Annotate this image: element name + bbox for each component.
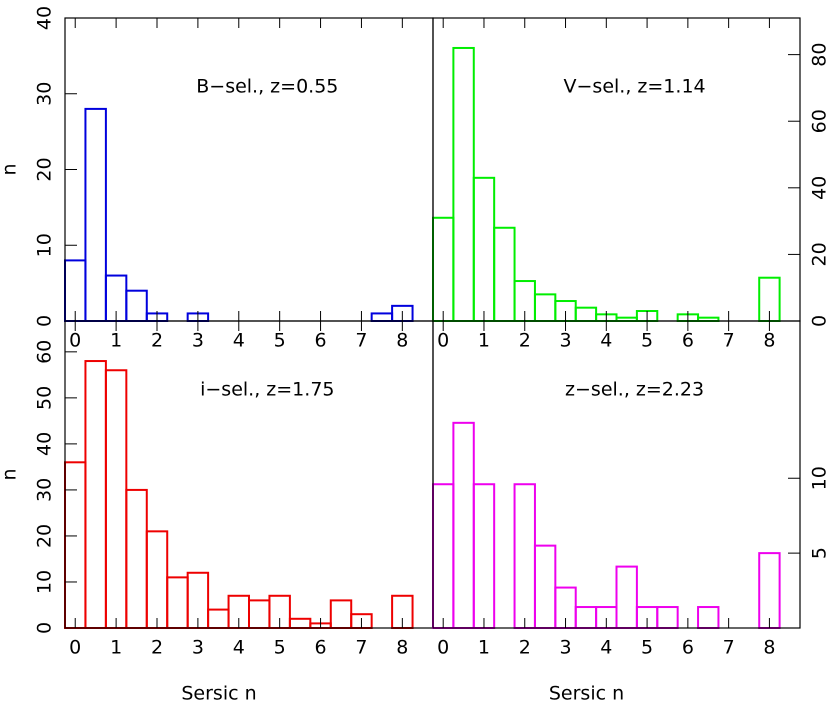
bar (574, 306, 598, 322)
x-tick-label: 1 (110, 330, 122, 352)
y-tick-label: 0 (34, 622, 56, 634)
x-tick-label: 5 (274, 330, 286, 352)
x-tick-label: 1 (478, 330, 490, 352)
bar (533, 293, 557, 323)
x-tick-label: 2 (519, 637, 531, 659)
x-tick-label: 6 (315, 637, 327, 659)
x-tick-label: 3 (559, 637, 571, 659)
x-tick-label: 0 (69, 330, 81, 352)
bar (104, 369, 128, 629)
x-tick-label: 2 (151, 330, 163, 352)
bar (166, 576, 189, 629)
y-tick-label: 50 (34, 386, 56, 410)
x-tick-label: 8 (763, 330, 775, 352)
x-axis-label: Sersic n (549, 683, 624, 705)
x-tick-label: 2 (151, 637, 163, 659)
y-tick-label: 40 (34, 432, 56, 456)
bar (758, 552, 781, 629)
x-tick-label: 5 (274, 637, 286, 659)
bar (452, 46, 475, 322)
x-tick-label: 7 (723, 637, 735, 659)
y-tick-label: 40 (34, 6, 56, 30)
bar (472, 176, 496, 322)
panel-frame (64, 320, 434, 629)
x-tick-label: 3 (559, 330, 571, 352)
x-tick-label: 3 (192, 330, 204, 352)
y-tick-label: 30 (34, 478, 56, 502)
bar (432, 216, 455, 322)
x-tick-label: 4 (233, 330, 245, 352)
y-tick-label: 60 (34, 340, 56, 364)
bar (329, 599, 353, 629)
annotation: V−sel., z=1.14 (564, 76, 706, 98)
y-axis-label: n (0, 468, 21, 480)
panel-frame (432, 17, 801, 322)
y-tick-label: 60 (809, 109, 830, 133)
bar (533, 544, 557, 630)
x-tick-label: 0 (437, 637, 449, 659)
bar (64, 461, 87, 630)
x-tick-label: 2 (519, 330, 531, 352)
y-tick-label: 10 (34, 233, 56, 257)
bar (125, 488, 148, 629)
x-tick-label: 5 (641, 330, 653, 352)
bar (574, 606, 598, 629)
bar (615, 565, 638, 629)
bar (513, 483, 536, 630)
bar (288, 617, 312, 630)
bar (370, 312, 394, 322)
y-tick-label: 80 (809, 43, 830, 67)
annotation: B−sel., z=0.55 (196, 76, 338, 98)
y-tick-label: 40 (809, 176, 830, 200)
x-tick-label: 6 (682, 330, 694, 352)
bar (432, 483, 455, 630)
bar (472, 483, 496, 630)
x-tick-label: 7 (355, 330, 367, 352)
bar (207, 608, 230, 630)
annotation: i−sel., z=1.75 (200, 379, 334, 401)
y-tick-label: 10 (809, 466, 830, 490)
x-tick-label: 8 (396, 637, 408, 659)
x-tick-label: 3 (192, 637, 204, 659)
x-tick-label: 7 (723, 330, 735, 352)
x-tick-label: 6 (682, 637, 694, 659)
bar (697, 606, 720, 629)
x-tick-label: 6 (315, 330, 327, 352)
bar (452, 421, 475, 629)
x-tick-label: 1 (478, 637, 490, 659)
x-tick-label: 1 (110, 637, 122, 659)
bar (248, 599, 271, 629)
bar (145, 530, 169, 629)
bar (493, 226, 516, 322)
panel-frame (432, 320, 801, 629)
x-tick-label: 7 (355, 637, 367, 659)
y-tick-label: 0 (34, 315, 56, 327)
y-tick-label: 30 (34, 82, 56, 106)
y-axis-label: n (0, 163, 21, 175)
x-tick-label: 8 (763, 637, 775, 659)
bar (125, 289, 148, 323)
x-tick-label: 4 (600, 330, 612, 352)
y-tick-label: 5 (809, 547, 830, 559)
x-tick-label: 4 (600, 637, 612, 659)
y-tick-label: 0 (809, 315, 830, 327)
x-tick-label: 5 (641, 637, 653, 659)
x-tick-label: 4 (233, 637, 245, 659)
y-tick-label: 10 (34, 570, 56, 594)
y-tick-label: 20 (34, 157, 56, 181)
y-tick-label: 20 (809, 242, 830, 266)
bar (84, 107, 107, 323)
annotation: z−sel., z=2.23 (565, 379, 704, 401)
bar (656, 606, 679, 629)
y-tick-label: 20 (34, 524, 56, 548)
x-tick-label: 8 (396, 330, 408, 352)
x-tick-label: 0 (437, 330, 449, 352)
x-tick-label: 0 (69, 637, 81, 659)
bar (84, 360, 107, 629)
x-axis-label: Sersic n (181, 683, 256, 705)
